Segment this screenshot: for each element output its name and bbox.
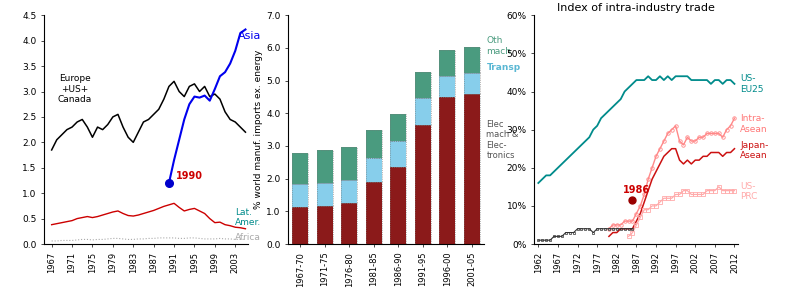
Bar bbox=[439, 97, 455, 244]
Text: Elec
mach &
Elec-
tronics: Elec mach & Elec- tronics bbox=[486, 120, 519, 160]
Text: Oth
mach: Oth mach bbox=[486, 37, 511, 56]
Text: Transp: Transp bbox=[486, 63, 521, 72]
Bar bbox=[414, 125, 430, 244]
Bar bbox=[317, 183, 333, 206]
Text: US-
EU25: US- EU25 bbox=[740, 74, 764, 94]
Bar bbox=[390, 141, 406, 167]
Y-axis label: % world manuf. imports ex. energy: % world manuf. imports ex. energy bbox=[254, 50, 263, 209]
Bar bbox=[366, 182, 382, 244]
Bar bbox=[342, 147, 358, 180]
Bar bbox=[292, 153, 308, 184]
Bar bbox=[390, 114, 406, 141]
Bar bbox=[366, 158, 382, 182]
Bar bbox=[414, 98, 430, 125]
Bar bbox=[292, 207, 308, 244]
Bar bbox=[464, 74, 480, 94]
Bar bbox=[342, 147, 358, 180]
Bar bbox=[414, 98, 430, 125]
Bar bbox=[390, 141, 406, 167]
Text: Europe
+US+
Canada: Europe +US+ Canada bbox=[58, 74, 92, 104]
Bar bbox=[439, 97, 455, 244]
Bar bbox=[390, 114, 406, 141]
Text: Africa: Africa bbox=[235, 233, 261, 242]
Bar bbox=[317, 150, 333, 183]
Bar bbox=[390, 167, 406, 244]
Bar bbox=[292, 153, 308, 184]
Bar bbox=[464, 94, 480, 244]
Bar bbox=[292, 184, 308, 207]
Bar bbox=[342, 180, 358, 203]
Bar bbox=[439, 76, 455, 97]
Text: Lat.
Amer.: Lat. Amer. bbox=[235, 208, 262, 227]
Bar bbox=[342, 203, 358, 244]
Bar bbox=[366, 130, 382, 158]
Bar bbox=[390, 167, 406, 244]
Bar bbox=[317, 206, 333, 244]
Bar bbox=[366, 130, 382, 158]
Bar bbox=[342, 180, 358, 203]
Text: US-
PRC: US- PRC bbox=[740, 182, 758, 201]
Bar bbox=[292, 207, 308, 244]
Bar bbox=[464, 47, 480, 74]
Text: 1986: 1986 bbox=[622, 185, 650, 195]
Bar bbox=[317, 183, 333, 206]
Bar bbox=[464, 74, 480, 94]
Text: Asia: Asia bbox=[238, 30, 261, 41]
Bar bbox=[366, 182, 382, 244]
Bar bbox=[366, 158, 382, 182]
Bar bbox=[414, 125, 430, 244]
Text: Japan-
Asean: Japan- Asean bbox=[740, 141, 769, 160]
Bar bbox=[317, 206, 333, 244]
Bar bbox=[317, 150, 333, 183]
Bar bbox=[292, 184, 308, 207]
Bar bbox=[414, 73, 430, 98]
Bar bbox=[342, 203, 358, 244]
Bar bbox=[439, 50, 455, 76]
Text: 1990: 1990 bbox=[175, 171, 202, 181]
Bar bbox=[414, 73, 430, 98]
Bar bbox=[464, 94, 480, 244]
Bar bbox=[439, 50, 455, 76]
Bar bbox=[439, 76, 455, 97]
Text: Intra-
Asean: Intra- Asean bbox=[740, 114, 768, 134]
Title: Index of intra-industry trade: Index of intra-industry trade bbox=[558, 3, 715, 13]
Bar bbox=[464, 47, 480, 74]
